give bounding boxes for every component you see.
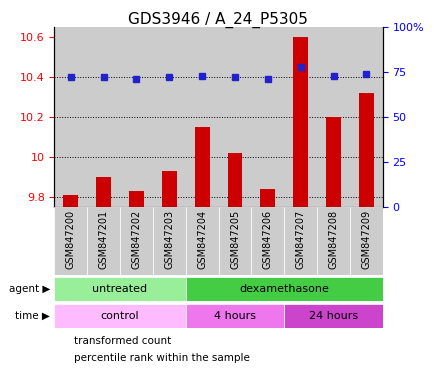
Bar <box>161 171 176 207</box>
Bar <box>185 207 218 275</box>
Bar <box>185 304 284 328</box>
Text: GSM847205: GSM847205 <box>230 209 240 269</box>
Bar <box>358 93 373 207</box>
Bar <box>349 27 382 207</box>
Text: agent ▶: agent ▶ <box>9 284 50 294</box>
Bar <box>185 277 382 301</box>
Text: GDS3946 / A_24_P5305: GDS3946 / A_24_P5305 <box>127 12 307 28</box>
Text: GSM847201: GSM847201 <box>99 209 108 268</box>
Text: GSM847204: GSM847204 <box>197 209 207 268</box>
Bar <box>284 207 316 275</box>
Bar <box>120 27 153 207</box>
Bar <box>129 191 144 207</box>
Bar <box>349 207 382 275</box>
Text: GSM847209: GSM847209 <box>361 209 371 268</box>
Bar <box>227 153 242 207</box>
Text: GSM847207: GSM847207 <box>295 209 305 269</box>
Text: GSM847202: GSM847202 <box>131 209 141 269</box>
Bar <box>63 195 78 207</box>
Text: untreated: untreated <box>92 284 147 294</box>
Bar <box>54 207 87 275</box>
Text: control: control <box>101 311 139 321</box>
Text: dexamethasone: dexamethasone <box>239 284 329 294</box>
Text: 24 hours: 24 hours <box>308 311 357 321</box>
Bar <box>54 277 185 301</box>
Bar <box>218 207 251 275</box>
Bar <box>260 189 275 207</box>
Bar <box>185 27 218 207</box>
Bar <box>316 27 349 207</box>
Text: GSM847203: GSM847203 <box>164 209 174 268</box>
Bar <box>284 304 382 328</box>
Bar <box>153 27 185 207</box>
Bar <box>96 177 111 207</box>
Text: time ▶: time ▶ <box>15 311 50 321</box>
Bar <box>54 304 185 328</box>
Bar <box>293 37 307 207</box>
Bar <box>87 27 120 207</box>
Text: GSM847208: GSM847208 <box>328 209 338 268</box>
Bar <box>54 27 87 207</box>
Bar <box>120 207 153 275</box>
Bar <box>251 27 284 207</box>
Bar <box>316 207 349 275</box>
Text: transformed count: transformed count <box>74 336 171 346</box>
Text: 4 hours: 4 hours <box>214 311 256 321</box>
Bar <box>326 117 340 207</box>
Bar <box>284 27 316 207</box>
Text: GSM847206: GSM847206 <box>262 209 272 268</box>
Bar <box>218 27 251 207</box>
Bar <box>153 207 185 275</box>
Text: percentile rank within the sample: percentile rank within the sample <box>74 353 249 363</box>
Bar <box>87 207 120 275</box>
Bar <box>251 207 284 275</box>
Bar <box>194 127 209 207</box>
Text: GSM847200: GSM847200 <box>66 209 76 268</box>
